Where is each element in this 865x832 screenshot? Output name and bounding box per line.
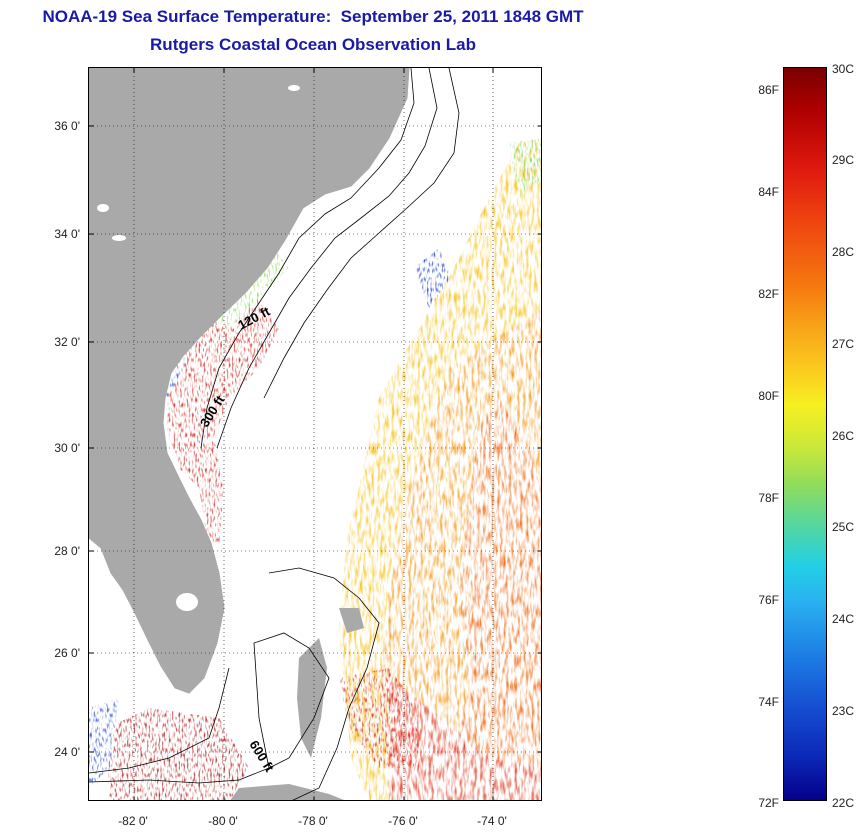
lon-label-80: -80 0': [208, 814, 238, 828]
colorbar-label-72f: 72F: [758, 796, 779, 810]
lat-label-36: 36 0': [54, 119, 80, 133]
lat-label-32: 32 0': [54, 335, 80, 349]
colorbar-label-27c: 27C: [832, 337, 855, 351]
sst-map-canvas: 120 ft 300 ft 600 ft: [89, 68, 541, 800]
lat-label-24: 24 0': [54, 745, 80, 759]
colorbar-label-22c: 22C: [832, 796, 855, 810]
frame-ticks: [89, 68, 541, 800]
lat-label-26: 26 0': [54, 646, 80, 660]
colorbar-label-28c: 28C: [832, 245, 855, 259]
colorbar-label-30c: 30C: [832, 62, 855, 76]
colorbar-label-78f: 78F: [758, 491, 779, 505]
land: [89, 68, 410, 800]
lat-label-28: 28 0': [54, 544, 80, 558]
colorbar-label-23c: 23C: [832, 704, 855, 718]
colorbar-label-25c: 25C: [832, 520, 855, 534]
gulf-stream-sst: [339, 138, 541, 800]
colorbar-label-76f: 76F: [758, 593, 779, 607]
lat-label-34: 34 0': [54, 227, 80, 241]
colorbar-label-86f: 86F: [758, 83, 779, 97]
colorbar-label-29c: 29C: [832, 153, 855, 167]
colorbar-label-26c: 26C: [832, 429, 855, 443]
colorbar-label-80f: 80F: [758, 389, 779, 403]
temperature-colorbar: [783, 67, 827, 801]
lat-label-30: 30 0': [54, 441, 80, 455]
map-title: NOAA-19 Sea Surface Temperature: Septemb…: [42, 7, 584, 26]
colorbar-label-74f: 74F: [758, 695, 779, 709]
lon-label-82: -82 0': [118, 814, 148, 828]
colorbar-label-84f: 84F: [758, 185, 779, 199]
shelf-sst: [89, 138, 541, 800]
contour-label-600ft: 600 ft: [246, 738, 277, 775]
lon-label-78: -78 0': [298, 814, 328, 828]
lon-label-74: -74 0': [477, 814, 507, 828]
colorbar-label-82f: 82F: [758, 287, 779, 301]
colorbar-label-24c: 24C: [832, 612, 855, 626]
lon-label-76: -76 0': [388, 814, 418, 828]
bathymetry-contours: [89, 68, 460, 800]
sst-map: 120 ft 300 ft 600 ft: [88, 67, 542, 801]
map-subtitle: Rutgers Coastal Ocean Observation Lab: [150, 35, 476, 54]
